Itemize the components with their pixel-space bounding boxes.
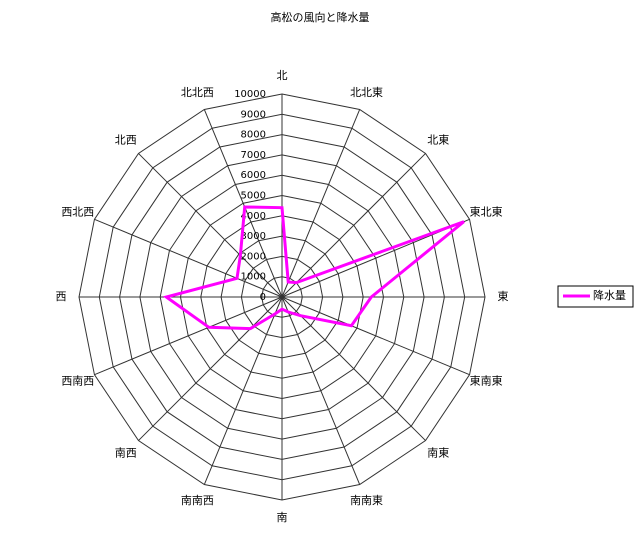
spoke [203, 109, 283, 298]
y-tick-label: 9000 [241, 109, 266, 120]
spoke [138, 296, 283, 441]
spoke [281, 109, 361, 298]
series-line [162, 205, 465, 331]
category-label: 北北西 [181, 86, 214, 99]
category-label: 北 [277, 69, 288, 82]
y-tick-label: 6000 [241, 170, 266, 181]
y-tick-label: 8000 [241, 130, 266, 141]
spoke [203, 296, 283, 485]
spoke [94, 296, 283, 376]
category-label: 南東 [427, 446, 449, 459]
spoke [281, 153, 426, 298]
y-tick-label: 10000 [234, 89, 266, 100]
spoke [281, 296, 361, 485]
spoke [281, 296, 470, 376]
category-label: 南南西 [181, 494, 214, 507]
category-label: 西南西 [61, 375, 94, 388]
spoke [94, 218, 283, 298]
category-label: 北東 [427, 134, 449, 147]
category-label: 東 [498, 290, 509, 303]
y-tick-label: 7000 [241, 150, 266, 161]
category-label: 北西 [115, 134, 137, 147]
y-tick-label: 4000 [241, 211, 266, 222]
spoke [138, 153, 283, 298]
category-label: 東北東 [470, 205, 503, 218]
category-label: 南 [277, 511, 288, 524]
category-label: 南西 [115, 446, 137, 459]
chart-title: 高松の風向と降水量 [271, 10, 370, 24]
y-tick-label: 5000 [241, 191, 266, 202]
y-tick-label: 1000 [241, 272, 266, 283]
category-label: 西 [56, 290, 67, 303]
y-tick-label: 3000 [241, 231, 266, 242]
y-tick-label: 2000 [241, 251, 266, 262]
spoke [281, 296, 426, 441]
category-label: 東南東 [470, 375, 503, 388]
category-label: 西北西 [61, 205, 94, 218]
y-tick-label: 0 [260, 292, 266, 303]
legend-label: 降水量 [593, 288, 626, 302]
legend-box [557, 285, 634, 308]
category-label: 南南東 [350, 494, 383, 507]
category-label: 北北東 [350, 86, 383, 99]
